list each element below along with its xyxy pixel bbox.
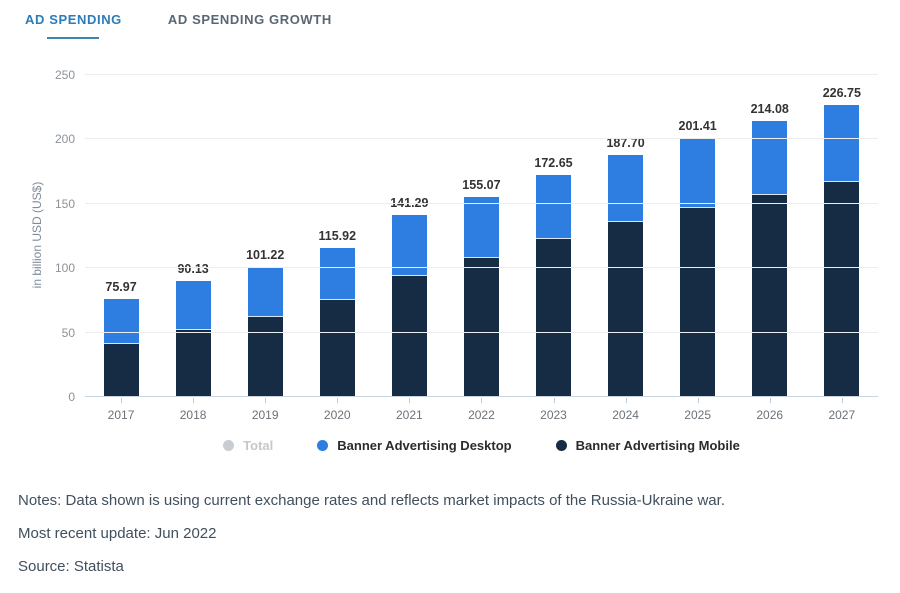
bar-segment-mobile[interactable] [391, 275, 427, 397]
axis-tick [193, 398, 195, 403]
legend-label-total: Total [243, 438, 274, 453]
axis-tick [769, 398, 771, 403]
legend-dot-desktop [317, 440, 329, 451]
axis-tick [841, 398, 843, 403]
bar-segment-desktop[interactable] [319, 247, 355, 301]
x-axis-label: 2017 [85, 397, 157, 422]
gridline [85, 74, 878, 75]
gridline [85, 331, 878, 333]
bar-segment-desktop[interactable] [824, 104, 860, 182]
bar-segment-mobile[interactable] [824, 181, 860, 397]
axis-tick [481, 398, 483, 403]
x-axis-label: 2023 [518, 397, 590, 422]
y-tick-label: 100 [54, 261, 75, 276]
legend: Total Banner Advertising Desktop Banner … [85, 438, 878, 453]
bar-group[interactable]: 226.75 [806, 75, 878, 397]
gridline [85, 267, 878, 269]
bar-group[interactable]: 75.97 [85, 75, 157, 397]
bar-segment-mobile[interactable] [608, 221, 644, 397]
legend-item-total[interactable]: Total [223, 438, 273, 453]
bar-segment-mobile[interactable] [175, 330, 211, 397]
x-axis-label: 2024 [590, 397, 662, 422]
bar-group[interactable]: 101.22 [229, 75, 301, 397]
x-axis-label: 2022 [445, 397, 517, 422]
bar-total-label: 187.70 [606, 136, 645, 151]
axis-tick [265, 398, 267, 403]
bar-group[interactable]: 90.13 [157, 75, 229, 397]
tab-bar: AD SPENDING AD SPENDING GROWTH [25, 12, 332, 39]
bar-segment-mobile[interactable] [463, 257, 499, 397]
x-axis-label: 2019 [229, 397, 301, 422]
bar-segment-desktop[interactable] [536, 174, 571, 239]
x-axis-label: 2018 [157, 397, 229, 422]
bar-group[interactable]: 172.65 [518, 75, 590, 397]
x-axis-labels: 2017 2018 2019 2020 2021 2022 2023 2024 2025 2026… [85, 397, 878, 422]
bar-total-label: 201.41 [678, 118, 717, 133]
bar-group[interactable]: 155.07 [445, 75, 517, 397]
axis-tick [553, 398, 555, 403]
y-tick-label: 150 [54, 196, 75, 211]
axis-tick [697, 398, 699, 403]
plot-area: 75.97 90.13 101.22 115.92 141.29 155.07 172.65… [85, 74, 878, 397]
gridline [85, 396, 878, 397]
bar-total-label: 90.13 [177, 261, 209, 276]
bar-segment-mobile[interactable] [680, 207, 716, 397]
bar-total-label: 75.97 [105, 280, 137, 295]
legend-dot-total [223, 440, 235, 451]
bar-total-label: 115.92 [318, 228, 357, 243]
bar-group[interactable]: 201.41 [662, 75, 734, 397]
x-axis-label: 2027 [806, 397, 878, 422]
axis-tick [409, 398, 411, 403]
bar-segment-desktop[interactable] [463, 197, 499, 258]
y-tick-label: 50 [61, 325, 75, 340]
bar-group[interactable]: 187.70 [590, 75, 662, 397]
bar-total-label: 226.75 [822, 85, 861, 100]
bar-total-label: 172.65 [534, 155, 573, 170]
bar-segment-mobile[interactable] [103, 344, 139, 397]
legend-label-desktop: Banner Advertising Desktop [337, 438, 512, 453]
bar-group[interactable]: 141.29 [373, 75, 445, 397]
bar-segment-desktop[interactable] [103, 299, 139, 345]
tab-ad-spending-growth[interactable]: AD SPENDING GROWTH [167, 12, 332, 27]
bar-segment-mobile[interactable] [536, 238, 571, 397]
bar-group[interactable]: 214.08 [734, 75, 806, 397]
bar-segment-mobile[interactable] [247, 317, 283, 397]
gridline [85, 202, 878, 204]
axis-tick [625, 398, 627, 403]
bar-total-label: 101.22 [246, 247, 285, 262]
x-axis-label: 2026 [734, 397, 806, 422]
x-axis-label: 2020 [301, 397, 373, 422]
notes-line: Notes: Data shown is using current excha… [18, 492, 725, 509]
legend-label-mobile: Banner Advertising Mobile [575, 438, 740, 453]
bar-segment-mobile[interactable] [752, 194, 788, 397]
bar-total-label: 214.08 [750, 102, 789, 117]
bar-total-label: 155.07 [462, 178, 501, 193]
legend-item-mobile[interactable]: Banner Advertising Mobile [555, 438, 740, 453]
bar-segment-desktop[interactable] [247, 266, 283, 318]
bars-container: 75.97 90.13 101.22 115.92 141.29 155.07 172.65… [85, 75, 878, 397]
bar-segment-desktop[interactable] [608, 155, 644, 222]
bar-segment-desktop[interactable] [175, 280, 211, 331]
bar-segment-desktop[interactable] [752, 121, 788, 195]
source-line: Source: Statista [18, 558, 124, 575]
x-axis-label: 2025 [662, 397, 734, 422]
bar-segment-mobile[interactable] [319, 300, 355, 397]
x-axis-label: 2021 [373, 397, 445, 422]
bar-segment-desktop[interactable] [391, 215, 427, 276]
legend-item-desktop[interactable]: Banner Advertising Desktop [317, 438, 512, 453]
bar-group[interactable]: 115.92 [301, 75, 373, 397]
axis-tick [337, 398, 339, 403]
update-line: Most recent update: Jun 2022 [18, 525, 217, 542]
bar-segment-desktop[interactable] [680, 137, 716, 208]
chart-area: in billion USD (US$) 75.97 90.13 101.22 115… [0, 60, 900, 470]
legend-dot-mobile [555, 440, 567, 451]
y-tick-label: 200 [54, 132, 75, 147]
y-tick-label: 250 [54, 68, 75, 82]
axis-tick [121, 398, 123, 403]
gridline [85, 138, 878, 140]
tab-ad-spending[interactable]: AD SPENDING [25, 12, 122, 39]
footnotes: Notes: Data shown is using current excha… [18, 492, 725, 591]
y-tick-label: 0 [68, 390, 75, 404]
